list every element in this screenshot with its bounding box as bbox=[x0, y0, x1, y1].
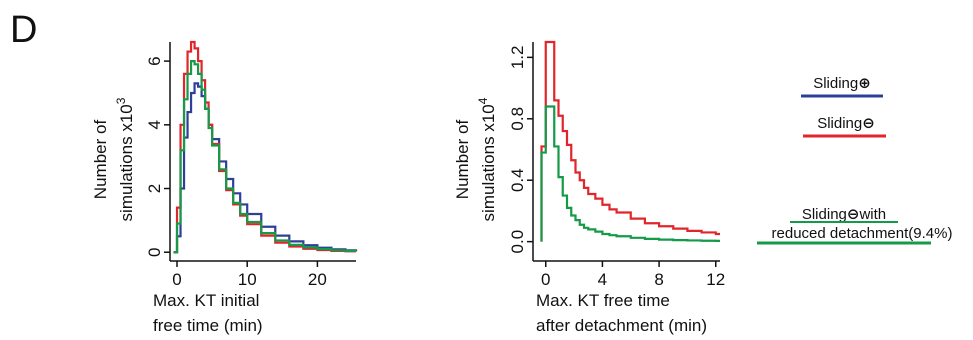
legend-item-sliding-plus: Sliding⊕ bbox=[801, 75, 883, 98]
legend-item-sliding-minus-reduced: Sliding⊖with reduced detachment(9.4%) bbox=[757, 206, 953, 245]
legend: Sliding⊕ Sliding⊖ Sliding⊖with reduced d… bbox=[757, 75, 953, 245]
x-tick-label: 0 bbox=[172, 270, 181, 289]
y-tick-label: 0.0 bbox=[508, 230, 527, 254]
y-tick-label: 2 bbox=[145, 184, 164, 193]
y-tick-label: 1.2 bbox=[508, 46, 527, 70]
series-red-line bbox=[540, 40, 720, 242]
y-tick-label: 6 bbox=[145, 56, 164, 65]
x-tick-label: 10 bbox=[238, 270, 257, 289]
x-tick-label: 20 bbox=[308, 270, 327, 289]
y-axis-label: simulations x104 bbox=[476, 97, 498, 221]
svg-text:reduced detachment(9.4%): reduced detachment(9.4%) bbox=[772, 225, 953, 242]
series-green-line bbox=[540, 105, 720, 242]
chart-free-time-after-detachment: 0 4 8 12 0.0 0.4 0.8 1.2 Max. KT free time after … bbox=[453, 40, 725, 335]
x-tick-label: 8 bbox=[654, 270, 663, 289]
x-axis-label: free time (min) bbox=[153, 316, 263, 335]
series-green-line bbox=[173, 60, 358, 254]
y-axis-exponent: 4 bbox=[476, 97, 490, 104]
y-tick-label: 0.4 bbox=[508, 168, 527, 192]
y-axis-label: Number of bbox=[91, 120, 110, 200]
y-tick-label: 0 bbox=[145, 247, 164, 256]
panel-label: D bbox=[10, 9, 37, 51]
y-axis-label: Number of bbox=[453, 120, 472, 200]
x-axis-label: Max. KT free time bbox=[536, 291, 670, 310]
y-tick-label: 0.8 bbox=[508, 107, 527, 131]
svg-text:Sliding⊖: Sliding⊖ bbox=[817, 115, 875, 132]
x-axis-label: Max. KT initial bbox=[153, 291, 259, 310]
y-axis-label: simulations x103 bbox=[114, 97, 136, 221]
legend-item-sliding-minus: Sliding⊖ bbox=[803, 115, 886, 138]
y-tick-label: 4 bbox=[145, 120, 164, 129]
x-tick-label: 12 bbox=[706, 270, 725, 289]
x-axis-label: after detachment (min) bbox=[536, 316, 707, 335]
y-axis-exponent: 3 bbox=[114, 97, 128, 104]
svg-text:Sliding⊖with: Sliding⊖with bbox=[802, 206, 886, 223]
x-tick-label: 0 bbox=[541, 270, 550, 289]
series-red-line bbox=[173, 40, 358, 254]
series-blue-line bbox=[173, 82, 358, 254]
x-tick-label: 4 bbox=[598, 270, 607, 289]
svg-text:Sliding⊕: Sliding⊕ bbox=[813, 75, 871, 92]
chart-initial-free-time: 0 10 20 0 2 4 6 Max. KT initial free time (min) N… bbox=[91, 40, 358, 335]
